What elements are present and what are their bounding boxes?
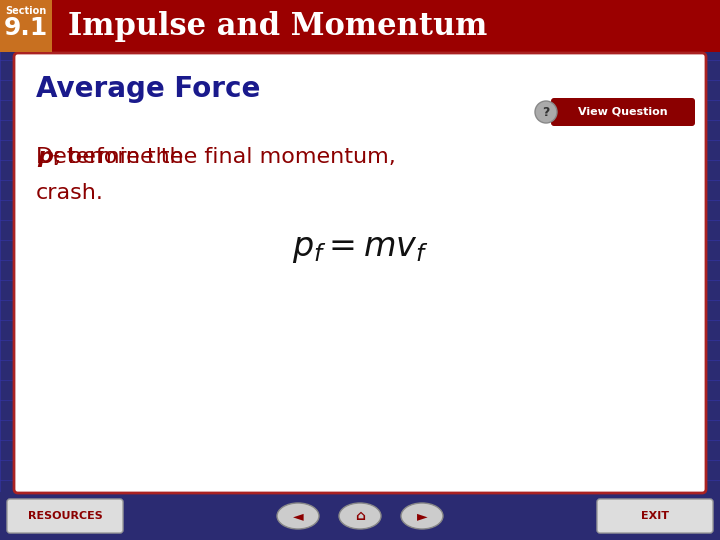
Text: ⌂: ⌂ bbox=[355, 509, 365, 523]
Text: RESOURCES: RESOURCES bbox=[27, 511, 102, 521]
Text: p: p bbox=[37, 147, 53, 167]
Text: , before the: , before the bbox=[54, 147, 184, 167]
Text: Determine the final momentum,: Determine the final momentum, bbox=[36, 147, 403, 167]
Bar bbox=[0, 0, 720, 52]
Text: Impulse and Momentum: Impulse and Momentum bbox=[68, 10, 487, 42]
Text: ►: ► bbox=[417, 509, 427, 523]
Text: crash.: crash. bbox=[36, 183, 104, 203]
Text: Section: Section bbox=[5, 6, 47, 16]
Text: ◄: ◄ bbox=[293, 509, 303, 523]
Text: 9.1: 9.1 bbox=[4, 16, 48, 40]
Text: View Question: View Question bbox=[578, 107, 668, 117]
Ellipse shape bbox=[535, 101, 557, 123]
Ellipse shape bbox=[339, 503, 381, 529]
FancyBboxPatch shape bbox=[7, 499, 123, 533]
Text: Average Force: Average Force bbox=[36, 75, 261, 103]
FancyBboxPatch shape bbox=[597, 499, 713, 533]
Ellipse shape bbox=[277, 503, 319, 529]
Bar bbox=[0, 492, 720, 540]
FancyBboxPatch shape bbox=[14, 53, 706, 493]
Text: ?: ? bbox=[542, 105, 549, 118]
Ellipse shape bbox=[401, 503, 443, 529]
FancyBboxPatch shape bbox=[551, 98, 695, 126]
Bar bbox=[0, 0, 52, 52]
Text: f: f bbox=[53, 151, 59, 169]
Text: EXIT: EXIT bbox=[641, 511, 669, 521]
Text: $\mathit{p}_f = \mathit{m}\mathit{v}_f$: $\mathit{p}_f = \mathit{m}\mathit{v}_f$ bbox=[292, 232, 428, 265]
